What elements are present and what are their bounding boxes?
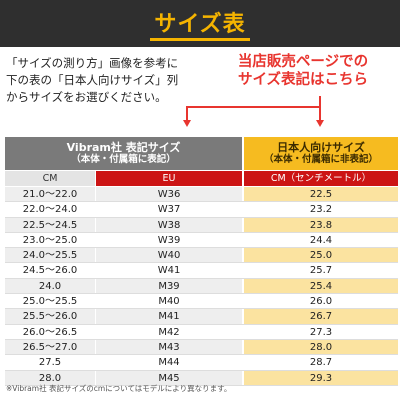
arrow-right-stem: [319, 96, 321, 121]
row-divider: [5, 277, 398, 279]
cell-cm: 26.5～27.0: [5, 339, 95, 356]
cell-cm: 23.0～25.0: [5, 232, 95, 249]
row-divider: [5, 262, 398, 264]
cell-eu: W37: [96, 202, 242, 218]
cell-eu: M45: [96, 370, 242, 386]
arrow-left-head-icon: [183, 120, 191, 127]
column-header-eu: EU: [96, 171, 242, 186]
row-divider: [5, 354, 398, 356]
cell-cm: 22.0～24.0: [5, 202, 95, 218]
cell-eu: M40: [96, 294, 242, 310]
cell-jp: 26.0: [244, 294, 398, 310]
size-note-line-1: 当店販売ページでの: [237, 54, 369, 70]
intro-line-3: からサイズをお選びください。: [6, 90, 167, 104]
row-divider: [5, 247, 398, 249]
cell-jp: 27.3: [244, 324, 398, 340]
cell-jp: 22.5: [244, 187, 398, 203]
table-row: 24.5～26.0 W41 25.7: [5, 263, 398, 279]
title-underline: [150, 38, 250, 41]
table-row: 25.5～26.0 M41 26.7: [5, 309, 398, 325]
cell-cm: 24.0～25.5: [5, 248, 95, 264]
table-row: 27.5 M44 28.7: [5, 355, 398, 371]
table-row: 28.0 M45 29.3: [5, 370, 398, 386]
cell-cm: 22.5～24.5: [5, 217, 95, 233]
row-divider: [5, 384, 398, 386]
cell-cm: 24.0: [5, 278, 95, 295]
row-divider: [5, 201, 398, 203]
cell-eu: M42: [96, 324, 242, 340]
header-japan-title: 日本人向けサイズ: [277, 141, 365, 154]
column-header-cm: CM: [5, 171, 95, 186]
table-row: 21.0～22.0 W36 22.5: [5, 187, 398, 203]
arrow-left-stem: [186, 106, 188, 121]
table-row: 22.5～24.5 W38 23.8: [5, 217, 398, 233]
cell-eu: W36: [96, 187, 242, 203]
intro-line-1: 「サイズの測り方」画像を参考に: [6, 56, 179, 70]
arrow-right-head-icon: [316, 120, 324, 127]
cell-eu: W41: [96, 263, 242, 279]
row-divider: [5, 369, 398, 371]
cell-cm: 28.0: [5, 370, 95, 386]
table-row: 26.0～26.5 M42 27.3: [5, 324, 398, 340]
cell-eu: W39: [96, 232, 242, 249]
header-japan-sub: （本体・付属箱に非表記）: [263, 154, 378, 165]
cell-eu: M39: [96, 278, 242, 295]
table-row: 24.0 M39 25.4: [5, 278, 398, 295]
intro-line-2: 下の表の「日本人向けサイズ」列: [6, 73, 179, 87]
cell-cm: 25.5～26.0: [5, 309, 95, 325]
cell-jp: 24.4: [244, 232, 398, 249]
header-vibram-sub: （本体・付属箱に表記）: [71, 154, 176, 165]
cell-eu: M44: [96, 355, 242, 371]
cell-cm: 21.0～22.0: [5, 187, 95, 203]
row-divider: [5, 216, 398, 218]
row-divider: [5, 308, 398, 310]
cell-jp: 25.4: [244, 278, 398, 295]
arrow-bridge: [186, 106, 321, 108]
size-table-body: 21.0～22.0 W36 22.5 22.0～24.0 W37 23.2 22…: [5, 187, 398, 386]
intro-text: 「サイズの測り方」画像を参考に 下の表の「日本人向けサイズ」列 からサイズをお選…: [6, 55, 216, 106]
column-header-jp-cm: CM（センチメートル）: [244, 171, 398, 186]
cell-jp: 29.3: [244, 370, 398, 386]
header-japan-size: 日本人向けサイズ （本体・付属箱に非表記）: [244, 137, 398, 170]
cell-eu: W38: [96, 217, 242, 233]
cell-jp: 28.0: [244, 339, 398, 356]
size-note: 当店販売ページでの サイズ表記はこちら: [208, 53, 398, 89]
cell-jp: 26.7: [244, 309, 398, 325]
table-row: 23.0～25.0 W39 24.4: [5, 232, 398, 249]
cell-cm: 24.5～26.0: [5, 263, 95, 279]
footnote: ※Vibram社 表記サイズのcmについてはモデルにより異なります。: [6, 384, 232, 393]
row-divider: [5, 293, 398, 295]
cell-jp: 28.7: [244, 355, 398, 371]
cell-jp: 25.7: [244, 263, 398, 279]
cell-cm: 27.5: [5, 355, 95, 371]
row-divider: [5, 338, 398, 340]
cell-cm: 25.0～25.5: [5, 294, 95, 310]
row-divider: [5, 323, 398, 325]
cell-cm: 26.0～26.5: [5, 324, 95, 340]
cell-eu: W40: [96, 248, 242, 264]
table-row: 22.0～24.0 W37 23.2: [5, 202, 398, 218]
cell-eu: M43: [96, 339, 242, 356]
cell-jp: 23.8: [244, 217, 398, 233]
cell-eu: M41: [96, 309, 242, 325]
header-vibram-size: Vibram社 表記サイズ （本体・付属箱に表記）: [5, 137, 242, 170]
table-row: 26.5～27.0 M43 28.0: [5, 339, 398, 356]
header-vibram-title: Vibram社 表記サイズ: [66, 141, 181, 154]
table-row: 24.0～25.5 W40 25.0: [5, 248, 398, 264]
cell-jp: 25.0: [244, 248, 398, 264]
cell-jp: 23.2: [244, 202, 398, 218]
size-note-line-2: サイズ表記はこちら: [237, 72, 369, 88]
page-title: サイズ表: [154, 12, 246, 37]
table-row: 25.0～25.5 M40 26.0: [5, 294, 398, 310]
row-divider: [5, 231, 398, 233]
